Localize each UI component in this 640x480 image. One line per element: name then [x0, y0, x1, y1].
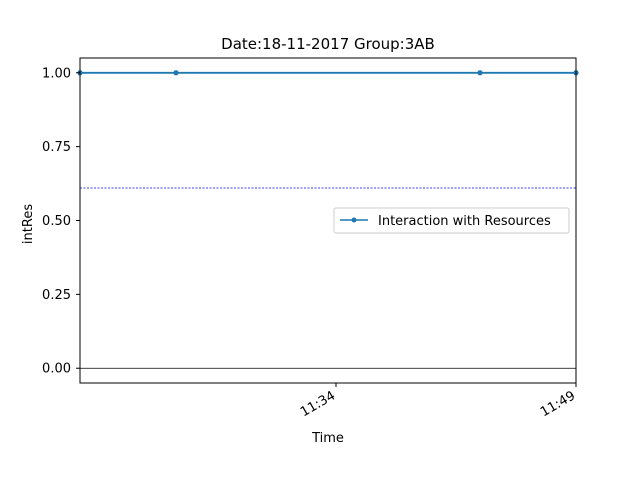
- data-point-0-2: [477, 70, 483, 76]
- legend-box: [333, 207, 570, 234]
- y-tick-label-1: 0.25: [42, 288, 71, 303]
- chart-title: Date:18-11-2017 Group:3AB: [221, 35, 435, 53]
- y-tick-label-2: 0.50: [42, 214, 71, 229]
- data-point-0-1: [173, 70, 179, 76]
- legend-series-label: Interaction with Resources: [378, 214, 551, 229]
- y-tick-label-4: 1.00: [42, 66, 71, 81]
- y-tick-label-3: 0.75: [42, 140, 71, 155]
- y-axis-label: intRes: [21, 204, 36, 244]
- y-tick-label-0: 0.00: [42, 362, 71, 377]
- legend: Interaction with Resources: [333, 207, 570, 234]
- legend-series-marker: [351, 217, 357, 223]
- x-axis-label: Time: [311, 431, 344, 446]
